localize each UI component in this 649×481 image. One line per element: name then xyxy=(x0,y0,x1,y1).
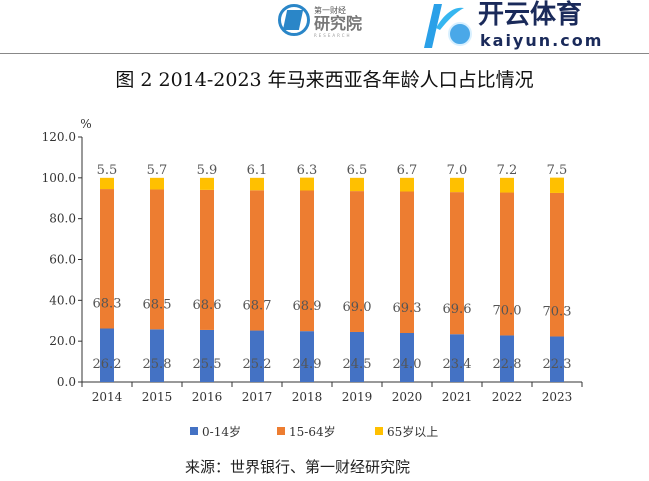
data-label: 6.5 xyxy=(347,163,368,178)
data-label: 68.3 xyxy=(93,297,122,312)
y-tick-label: 100.0 xyxy=(42,171,76,185)
x-tick-label: 2017 xyxy=(242,390,273,404)
data-label: 5.5 xyxy=(97,163,118,178)
legend-swatch xyxy=(277,427,285,435)
data-label: 7.0 xyxy=(447,163,468,178)
data-label: 24.0 xyxy=(393,357,422,372)
data-label: 23.4 xyxy=(443,357,472,372)
bar-0-14 xyxy=(550,336,564,382)
data-label: 68.6 xyxy=(193,298,222,313)
data-label: 69.3 xyxy=(393,301,422,316)
data-label: 26.2 xyxy=(93,357,122,372)
x-tick-label: 2018 xyxy=(292,390,323,404)
data-label: 70.3 xyxy=(543,304,572,319)
bar-15-64 xyxy=(550,192,564,337)
bar-65plus xyxy=(500,177,514,193)
soccer-ball-icon xyxy=(448,22,472,46)
data-label: 7.5 xyxy=(547,163,568,178)
legend-swatch xyxy=(375,427,383,435)
data-label: 5.7 xyxy=(147,163,168,178)
watermark-logo: 开云体育 kaiyun.com xyxy=(420,0,649,52)
bar-15-64 xyxy=(450,192,464,335)
logo-main-text: 研究院 xyxy=(314,14,363,33)
bar-65plus xyxy=(550,177,564,193)
bar-0-14 xyxy=(350,331,364,382)
data-label: 24.9 xyxy=(293,357,322,372)
bar-15-64 xyxy=(150,189,164,330)
chart-title: 图 2 2014-2023 年马来西亚各年龄人口占比情况 xyxy=(115,69,534,91)
bar-65plus xyxy=(100,177,114,190)
y-tick-label: 120.0 xyxy=(42,130,76,144)
y-tick-label: 20.0 xyxy=(49,334,76,348)
header-divider xyxy=(0,53,649,54)
bar-65plus xyxy=(150,177,164,190)
data-label: 68.5 xyxy=(143,297,172,312)
data-label: 68.7 xyxy=(243,299,272,314)
legend-label: 15-64岁 xyxy=(289,424,336,439)
y-axis-unit: % xyxy=(80,117,91,131)
bar-0-14 xyxy=(400,333,414,382)
y-tick-label: 0.0 xyxy=(57,375,76,389)
data-label: 22.3 xyxy=(543,357,572,372)
source-note: 来源：世界银行、第一财经研究院 xyxy=(185,458,411,476)
logo-en-text: RESEARCH xyxy=(314,33,352,38)
bar-65plus xyxy=(350,177,364,192)
data-label: 69.0 xyxy=(343,300,372,315)
legend-label: 0-14岁 xyxy=(202,424,241,439)
bar-15-64 xyxy=(500,192,514,336)
watermark-k-icon xyxy=(424,4,464,48)
data-label: 6.7 xyxy=(397,163,418,178)
logo-ring-icon xyxy=(278,4,310,36)
watermark-cn: 开云体育 xyxy=(478,0,583,30)
legend-label: 65岁以上 xyxy=(387,424,438,439)
x-tick-label: 2023 xyxy=(542,390,573,404)
bar-0-14 xyxy=(300,331,314,382)
bar-65plus xyxy=(300,177,314,191)
x-tick-label: 2016 xyxy=(192,390,223,404)
bar-15-64 xyxy=(400,191,414,333)
x-tick-label: 2014 xyxy=(92,390,123,404)
bar-0-14 xyxy=(450,334,464,382)
data-label: 69.6 xyxy=(443,302,472,317)
x-tick-label: 2022 xyxy=(492,390,523,404)
logo-small-text: 第一财经 xyxy=(314,6,346,15)
data-label: 22.8 xyxy=(493,357,522,372)
data-label: 24.5 xyxy=(343,357,372,372)
bar-0-14 xyxy=(500,335,514,382)
data-label: 70.0 xyxy=(493,303,522,318)
bar-15-64 xyxy=(300,190,314,332)
x-tick-label: 2021 xyxy=(442,390,473,404)
data-label: 25.2 xyxy=(243,357,272,372)
x-tick-label: 2020 xyxy=(392,390,423,404)
bar-65plus xyxy=(250,177,264,191)
y-tick-label: 60.0 xyxy=(49,253,76,267)
data-label: 6.3 xyxy=(297,163,318,178)
bar-65plus xyxy=(200,177,214,190)
legend-swatch xyxy=(190,427,198,435)
bar-65plus xyxy=(450,177,464,193)
bar-65plus xyxy=(400,177,414,192)
bar-15-64 xyxy=(100,189,114,329)
bar-15-64 xyxy=(250,190,264,331)
research-logo: 第一财经 研究院 RESEARCH xyxy=(278,2,378,42)
y-tick-label: 40.0 xyxy=(49,293,76,307)
bar-15-64 xyxy=(200,189,214,330)
bar-0-14 xyxy=(200,329,214,382)
data-label: 68.9 xyxy=(293,299,322,314)
bar-0-14 xyxy=(100,328,114,382)
bar-15-64 xyxy=(350,191,364,332)
data-label: 25.5 xyxy=(193,357,222,372)
data-label: 7.2 xyxy=(497,163,518,178)
watermark-en: kaiyun.com xyxy=(480,31,604,50)
data-label: 6.1 xyxy=(247,163,268,178)
bar-0-14 xyxy=(250,330,264,382)
bar-0-14 xyxy=(150,329,164,382)
x-tick-label: 2019 xyxy=(342,390,373,404)
y-tick-label: 80.0 xyxy=(49,212,76,226)
x-tick-label: 2015 xyxy=(142,390,173,404)
data-label: 5.9 xyxy=(197,163,218,178)
data-label: 25.8 xyxy=(143,357,172,372)
